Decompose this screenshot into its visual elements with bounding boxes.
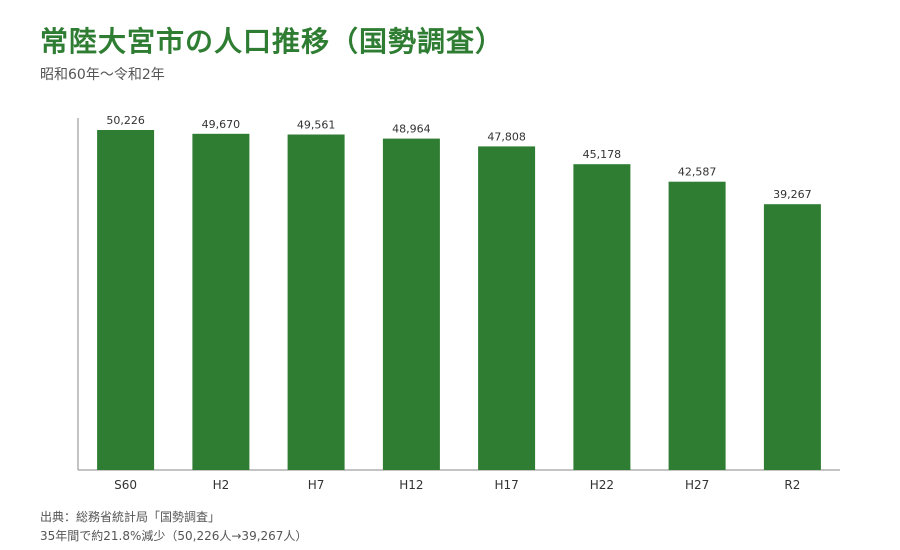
chart-subtitle: 昭和60年〜令和2年: [40, 67, 165, 83]
bar-chart: 50,226 49,670 49,561 48,964 47,808 45,178 42,5…: [77, 114, 840, 492]
bars-group: [97, 130, 821, 471]
value-label-r2: 39,267: [773, 188, 812, 201]
bar-h22: [573, 164, 631, 470]
value-label-h2: 49,670: [202, 118, 241, 131]
x-tick-label-h12: H12: [399, 478, 423, 492]
value-label-h22: 45,178: [583, 148, 622, 161]
x-tick-label-h2: H2: [213, 478, 230, 492]
value-label-h12: 48,964: [392, 123, 431, 136]
summary-note: 35年間で約21.8%減少（50,226人→39,267人）: [40, 529, 308, 543]
value-label-h17: 47,808: [487, 130, 526, 143]
x-tick-label-r2: R2: [784, 478, 800, 492]
x-tick-label-h22: H22: [590, 478, 614, 492]
bar-h2: [192, 133, 250, 471]
value-label-h27: 42,587: [678, 166, 717, 179]
bar-h12: [382, 138, 440, 470]
x-tick-label-s60: S60: [114, 478, 137, 492]
source-note: 出典：総務省統計局「国勢調査」: [40, 510, 221, 524]
value-labels-group: 50,226 49,670 49,561 48,964 47,808 45,178 42,5…: [106, 114, 811, 201]
bar-r2: [763, 204, 821, 470]
x-tick-labels-group: S60 H2 H7 H12 H17 H22 H27 R2: [114, 478, 800, 492]
bar-s60: [97, 130, 155, 470]
x-tick-label-h7: H7: [308, 478, 325, 492]
value-label-s60: 50,226: [106, 114, 145, 127]
bar-h7: [287, 134, 345, 470]
x-tick-label-h17: H17: [494, 478, 518, 492]
x-tick-label-h27: H27: [685, 478, 709, 492]
bar-h17: [478, 146, 536, 470]
value-label-h7: 49,561: [297, 119, 336, 132]
bar-h27: [668, 181, 726, 470]
chart-title: 常陸大宮市の人口推移（国勢調査）: [40, 25, 505, 58]
